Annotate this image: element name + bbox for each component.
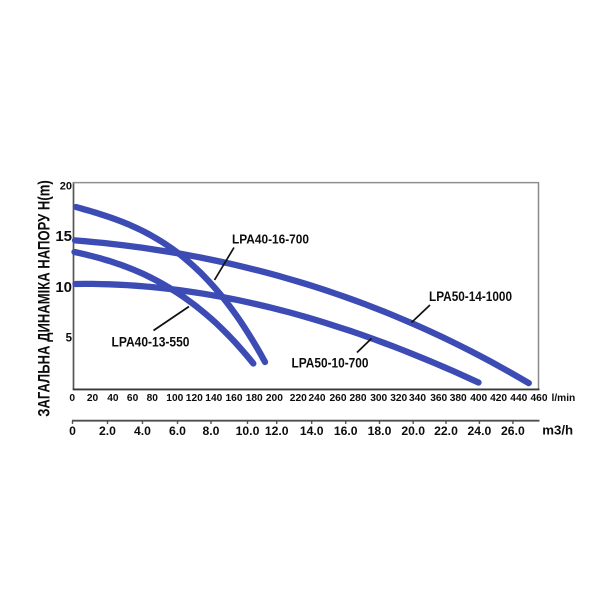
svg-text:18.0: 18.0 <box>368 424 392 438</box>
svg-text:20.0: 20.0 <box>401 424 425 438</box>
svg-text:LPA40-16-700: LPA40-16-700 <box>232 232 309 247</box>
svg-text:360: 360 <box>430 393 447 404</box>
svg-text:l/min: l/min <box>552 393 576 404</box>
svg-text:10.0: 10.0 <box>236 424 260 438</box>
svg-text:460: 460 <box>531 393 548 404</box>
svg-text:8.0: 8.0 <box>203 424 220 438</box>
svg-text:0: 0 <box>69 393 75 404</box>
svg-text:60: 60 <box>127 393 139 404</box>
svg-text:15: 15 <box>55 228 72 245</box>
svg-text:LPA50-10-700: LPA50-10-700 <box>292 356 369 371</box>
svg-text:12.0: 12.0 <box>265 424 289 438</box>
svg-text:14.0: 14.0 <box>300 424 324 438</box>
svg-text:180: 180 <box>246 393 263 404</box>
svg-text:400: 400 <box>470 393 487 404</box>
svg-text:LPA40-13-550: LPA40-13-550 <box>112 334 190 350</box>
svg-text:240: 240 <box>309 393 326 404</box>
svg-text:120: 120 <box>186 393 203 404</box>
svg-text:6.0: 6.0 <box>169 424 186 438</box>
svg-text:380: 380 <box>450 393 467 404</box>
svg-text:26.0: 26.0 <box>501 424 525 438</box>
svg-text:80: 80 <box>147 393 159 404</box>
svg-text:ЗАГАЛЬНА ДИНАМІКА НАПОРУ H(m): ЗАГАЛЬНА ДИНАМІКА НАПОРУ H(m) <box>35 180 54 417</box>
svg-text:20: 20 <box>60 180 72 192</box>
svg-text:40: 40 <box>107 393 119 404</box>
svg-text:100: 100 <box>166 393 183 404</box>
svg-text:200: 200 <box>266 393 283 404</box>
svg-text:320: 320 <box>390 393 407 404</box>
svg-text:280: 280 <box>350 393 367 404</box>
svg-text:16.0: 16.0 <box>334 424 358 438</box>
svg-text:420: 420 <box>490 393 507 404</box>
svg-text:24.0: 24.0 <box>468 424 492 438</box>
svg-text:10: 10 <box>55 279 72 296</box>
svg-text:140: 140 <box>205 393 222 404</box>
svg-text:340: 340 <box>409 393 426 404</box>
svg-text:22.0: 22.0 <box>434 424 458 438</box>
svg-text:5: 5 <box>66 332 73 344</box>
svg-text:2.0: 2.0 <box>99 424 116 438</box>
svg-text:m3/h: m3/h <box>542 423 573 438</box>
svg-text:220: 220 <box>290 393 307 404</box>
svg-text:LPA50-14-1000: LPA50-14-1000 <box>429 289 512 304</box>
svg-text:0: 0 <box>69 424 76 438</box>
svg-text:20: 20 <box>87 393 99 404</box>
svg-text:260: 260 <box>330 393 347 404</box>
svg-text:160: 160 <box>226 393 243 404</box>
svg-text:440: 440 <box>510 393 527 404</box>
svg-text:4.0: 4.0 <box>134 424 151 438</box>
svg-text:300: 300 <box>370 393 387 404</box>
